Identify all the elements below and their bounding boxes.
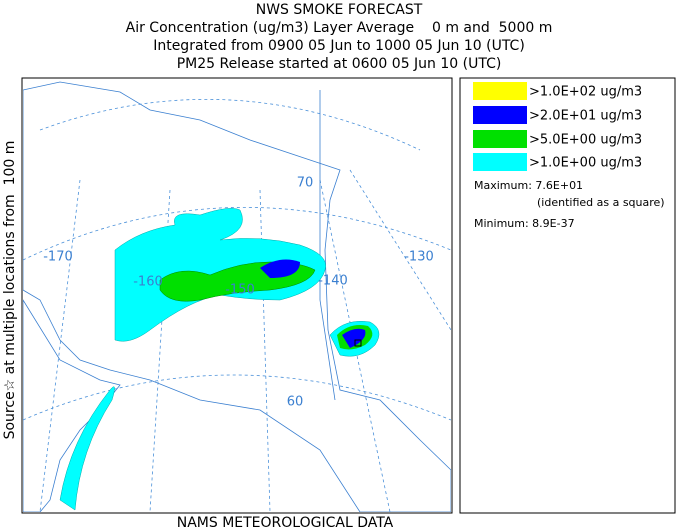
map-label: 70 xyxy=(297,176,314,191)
side-label: Source☆ at multiple locations from 100 m xyxy=(2,141,18,440)
map-label: -130 xyxy=(404,250,434,265)
legend-label: >5.0E+00 ug/m3 xyxy=(529,133,642,148)
legend-swatch xyxy=(473,130,527,148)
legend-swatch xyxy=(473,82,527,100)
map-label: -150 xyxy=(225,283,255,298)
legend-label: >1.0E+00 ug/m3 xyxy=(529,156,642,171)
subtitle: Integrated from 0900 05 Jun to 1000 05 J… xyxy=(153,38,525,54)
legend-frame xyxy=(459,77,676,514)
subtitle: Air Concentration (ug/m3) Layer Average … xyxy=(126,20,553,36)
graticule xyxy=(39,179,81,512)
graticule xyxy=(23,374,451,421)
title: NWS SMOKE FORECAST xyxy=(256,2,423,18)
graticule xyxy=(39,98,421,151)
legend: >1.0E+02 ug/m3 >2.0E+01 ug/m3 >5.0E+00 ug/… xyxy=(473,82,642,171)
land xyxy=(23,299,121,512)
map: -170 -160 -150 -140 -130 70 60 xyxy=(23,81,451,512)
max-square xyxy=(354,339,362,347)
legend-label: >1.0E+02 ug/m3 xyxy=(529,85,642,100)
maximum: Maximum: 7.6E+01 xyxy=(474,179,583,192)
legend-swatch xyxy=(473,153,527,171)
plume xyxy=(260,259,300,278)
maximum-note: (identified as a square) xyxy=(537,196,665,209)
map-label: 60 xyxy=(287,395,304,410)
plume xyxy=(59,386,115,511)
border xyxy=(319,90,336,401)
plume xyxy=(342,328,366,348)
map-label: -170 xyxy=(43,250,73,265)
subtitle: PM25 Release started at 0600 05 Jun 10 (… xyxy=(177,56,502,72)
map-label: -160 xyxy=(133,275,163,290)
map-label: -140 xyxy=(318,274,348,289)
graticule xyxy=(349,169,451,331)
legend-swatch xyxy=(473,106,527,124)
minimum: Minimum: 8.9E-37 xyxy=(474,217,575,230)
footer: NAMS METEOROLOGICAL DATA xyxy=(177,515,394,531)
legend-label: >2.0E+01 ug/m3 xyxy=(529,109,642,124)
graticule xyxy=(23,207,451,261)
